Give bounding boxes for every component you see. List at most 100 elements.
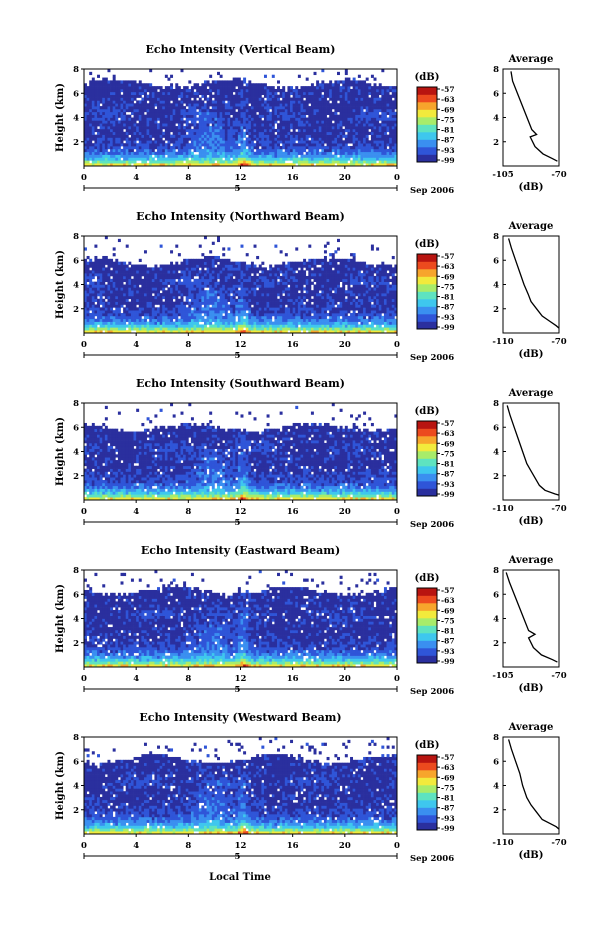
heatmap-cell: [196, 143, 200, 147]
heatmap-cell: [282, 91, 286, 96]
heatmap-cell: [365, 86, 369, 90]
heatmap-cell: [305, 151, 309, 155]
heatmap-cell: [279, 134, 283, 138]
heatmap-cell: [352, 86, 356, 90]
heatmap-cell: [115, 281, 119, 285]
heatmap-cell: [240, 324, 244, 328]
heatmap-cell: [222, 307, 226, 311]
heatmap-cell: [224, 94, 228, 98]
heatmap-cell: [326, 108, 330, 113]
heatmap-cell: [222, 258, 226, 263]
heatmap-cell: [245, 97, 249, 101]
heatmap-cell: [253, 114, 257, 118]
heatmap-cell: [203, 83, 207, 87]
heatmap-cell: [235, 293, 239, 297]
heatmap-cell: [230, 140, 234, 144]
heatmap-cell: [99, 131, 103, 135]
heatmap-cell: [136, 321, 140, 325]
heatmap-cell: [91, 83, 95, 87]
heatmap-cell: [162, 318, 166, 322]
heatmap-cell: [209, 128, 213, 133]
heatmap-cell: [394, 97, 398, 101]
heatmap-cell: [219, 108, 223, 113]
heatmap-cell: [138, 278, 142, 282]
heatmap-cell: [279, 100, 283, 104]
heatmap-cell: [190, 114, 194, 118]
heatmap-cell: [295, 120, 299, 124]
heatmap-cell: [331, 157, 335, 161]
heatmap-cell: [292, 146, 296, 150]
heatmap-cell: [94, 304, 98, 308]
heatmap-cell: [141, 278, 145, 282]
heatmap-cell: [284, 157, 288, 161]
heatmap-cell: [115, 321, 119, 325]
heatmap-cell: [180, 163, 184, 167]
heatmap-cell: [175, 126, 179, 130]
heatmap-cell: [373, 106, 377, 110]
heatmap-cell: [331, 163, 335, 167]
heatmap-cell: [120, 134, 124, 138]
heatmap-cell: [149, 327, 153, 331]
heatmap-cell: [91, 108, 95, 113]
heatmap-cell: [386, 140, 390, 144]
heatmap-cell: [206, 301, 210, 305]
heatmap-cell: [198, 100, 202, 104]
heatmap-cell: [243, 140, 247, 144]
heatmap-cell: [310, 83, 314, 87]
heatmap-cell: [209, 321, 213, 325]
heatmap-cell: [383, 94, 387, 98]
heatmap-cell: [89, 86, 93, 90]
heatmap-cell: [376, 86, 380, 90]
heatmap-cell: [162, 134, 166, 138]
heatmap-cell: [279, 137, 283, 141]
heatmap-cell: [342, 117, 346, 121]
heatmap-cell: [201, 160, 205, 164]
heatmap-cell: [162, 94, 166, 98]
heatmap-cell: [84, 327, 87, 331]
heatmap-cell: [235, 290, 239, 294]
heatmap-cell: [84, 151, 87, 155]
heatmap-cell: [271, 128, 275, 133]
heatmap-cell: [209, 327, 213, 331]
heatmap-cell: [167, 330, 171, 334]
heatmap-cell: [287, 103, 291, 107]
heatmap-cell: [185, 88, 189, 93]
heatmap-cell: [235, 273, 239, 277]
heatmap-cell: [334, 137, 338, 141]
heatmap-cell: [128, 295, 132, 300]
heatmap-cell: [287, 134, 291, 138]
heatmap-cell: [149, 273, 153, 277]
heatmap-cell: [355, 88, 359, 93]
heatmap-cell: [391, 151, 395, 155]
heatmap-cell: [193, 94, 197, 98]
heatmap-cell: [214, 313, 218, 317]
heatmap-cell: [357, 103, 361, 107]
heatmap-cell: [310, 154, 314, 158]
heatmap-cell: [120, 315, 124, 320]
heatmap-cell: [235, 324, 239, 328]
heatmap-cell: [94, 324, 98, 328]
heatmap-cell: [107, 140, 111, 144]
heatmap-cell: [136, 126, 140, 130]
heatmap-cell: [316, 86, 320, 90]
heatmap-cell: [117, 126, 121, 130]
heatmap-cell: [258, 157, 262, 161]
heatmap-cell: [125, 128, 129, 133]
heatmap-cell: [84, 301, 87, 305]
heatmap-cell: [344, 123, 348, 127]
heatmap-cell: [151, 91, 155, 96]
heatmap-cell: [128, 126, 132, 130]
heatmap-cell: [154, 298, 158, 302]
heatmap-cell: [170, 261, 174, 265]
heatmap-cell: [115, 114, 119, 118]
heatmap-cell: [386, 100, 390, 104]
heatmap-cell: [352, 88, 356, 93]
heatmap-cell: [86, 103, 90, 107]
heatmap-cell: [209, 267, 213, 271]
heatmap-cell: [310, 143, 314, 147]
heatmap-cell: [297, 148, 301, 153]
heatmap-cell: [190, 117, 194, 121]
heatmap-cell: [214, 97, 218, 101]
heatmap-cell: [337, 134, 340, 138]
heatmap-cell: [243, 88, 247, 93]
